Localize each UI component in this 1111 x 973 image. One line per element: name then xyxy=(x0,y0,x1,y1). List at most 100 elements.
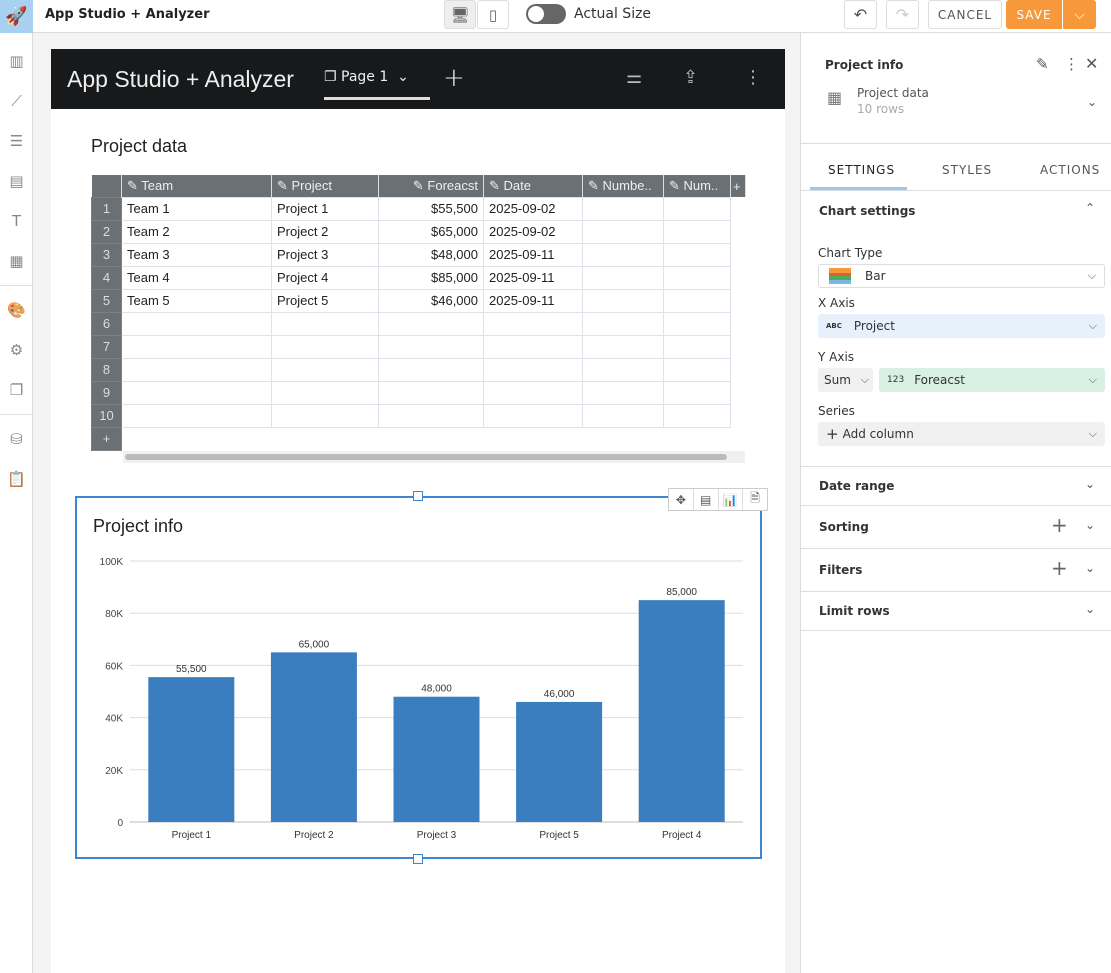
sorting-section[interactable]: Sorting xyxy=(819,520,869,534)
table-cell[interactable] xyxy=(378,380,484,405)
table-cell[interactable] xyxy=(582,242,664,267)
add-row-button[interactable]: + xyxy=(91,426,122,451)
data-source-name[interactable]: Project data xyxy=(857,86,929,100)
limit-rows-section[interactable]: Limit rows xyxy=(819,604,890,618)
undo-icon[interactable]: ↶ xyxy=(844,0,877,29)
table-cell[interactable] xyxy=(483,334,583,359)
close-icon[interactable]: ✕ xyxy=(1085,54,1099,73)
table-cell[interactable]: 2025-09-11 xyxy=(483,288,583,313)
table-cell[interactable] xyxy=(582,311,664,336)
table-cell[interactable] xyxy=(271,357,379,382)
table-cell[interactable] xyxy=(378,311,484,336)
copy-icon[interactable]: ❐ xyxy=(9,381,24,399)
table-cell[interactable] xyxy=(663,219,731,244)
report-icon[interactable]: 📋 xyxy=(7,470,26,488)
column-header[interactable]: ✎ Foreacst xyxy=(378,175,484,197)
table-cell[interactable]: 2025-09-02 xyxy=(483,196,583,221)
add-filter-icon[interactable]: + xyxy=(1051,556,1068,580)
table-cell[interactable] xyxy=(582,265,664,290)
table-cell[interactable]: Team 2 xyxy=(121,219,272,244)
table-cell[interactable] xyxy=(663,265,731,290)
redo-icon[interactable]: ↷ xyxy=(886,0,919,29)
table-cell[interactable]: Team 5 xyxy=(121,288,272,313)
chevron-down-icon[interactable]: ⌄ xyxy=(1085,477,1096,491)
gear-icon[interactable]: ⚙ xyxy=(9,341,24,359)
table-cell[interactable] xyxy=(121,357,272,382)
table-cell[interactable] xyxy=(582,403,664,428)
tab-styles[interactable]: STYLES xyxy=(942,163,993,177)
rocket-logo-icon[interactable]: 🚀 xyxy=(0,0,33,33)
table-cell[interactable]: Project 3 xyxy=(271,242,379,267)
column-header[interactable]: ✎ Date xyxy=(483,175,583,197)
y-axis-select[interactable]: 123 Foreacst ⌵ xyxy=(879,368,1105,392)
desktop-view-icon[interactable]: 🖥 xyxy=(444,0,476,29)
chart-settings-title[interactable]: Chart settings xyxy=(819,204,916,218)
table-cell[interactable]: Project 2 xyxy=(271,219,379,244)
table-cell[interactable]: $85,000 xyxy=(378,265,484,290)
database-icon[interactable]: ⛁ xyxy=(10,430,23,448)
table-cell[interactable] xyxy=(483,311,583,336)
table-cell[interactable]: 2025-09-02 xyxy=(483,219,583,244)
chevron-down-icon[interactable]: ⌄ xyxy=(1085,602,1096,616)
table-cell[interactable] xyxy=(483,380,583,405)
line-chart-icon[interactable]: ⟋ xyxy=(11,92,22,110)
table-cell[interactable] xyxy=(663,242,731,267)
table-cell[interactable]: $55,500 xyxy=(378,196,484,221)
add-page-icon[interactable]: + xyxy=(443,63,465,93)
mobile-view-icon[interactable]: ▯ xyxy=(477,0,509,29)
more-vert-icon[interactable]: ⋮ xyxy=(744,67,762,88)
x-axis-select[interactable]: ABC Project ⌵ xyxy=(818,314,1105,338)
filter-sliders-icon[interactable]: ☰ xyxy=(9,132,24,150)
document-icon[interactable]: 🗎 xyxy=(750,491,760,505)
column-header[interactable]: ✎ Numbe.. xyxy=(582,175,664,197)
save-button[interactable]: SAVE xyxy=(1006,0,1062,29)
column-header[interactable]: ✎ Project xyxy=(271,175,379,197)
filters-section[interactable]: Filters xyxy=(819,563,863,577)
chevron-down-icon[interactable]: ⌄ xyxy=(1085,561,1096,575)
bar-chart-icon[interactable]: ▤ xyxy=(9,172,24,190)
more-vert-icon[interactable]: ⋮ xyxy=(1064,55,1079,73)
aggregation-select[interactable]: Sum ⌵ xyxy=(818,368,873,392)
table-cell[interactable] xyxy=(582,380,664,405)
table-icon[interactable]: ▥ xyxy=(9,52,24,70)
table-cell[interactable] xyxy=(378,357,484,382)
chevron-up-icon[interactable]: ⌃ xyxy=(1085,201,1096,215)
table-cell[interactable] xyxy=(378,403,484,428)
table-cell[interactable] xyxy=(663,196,731,221)
table-cell[interactable] xyxy=(121,380,272,405)
actual-size-toggle[interactable] xyxy=(526,4,566,24)
table-cell[interactable] xyxy=(582,334,664,359)
table-cell[interactable] xyxy=(663,288,731,313)
table-cell[interactable]: Project 4 xyxy=(271,265,379,290)
table-cell[interactable] xyxy=(483,403,583,428)
table-cell[interactable] xyxy=(663,311,731,336)
date-range-section[interactable]: Date range xyxy=(819,479,895,493)
table-cell[interactable]: 2025-09-11 xyxy=(483,242,583,267)
table-cell[interactable] xyxy=(582,357,664,382)
text-icon[interactable]: T xyxy=(11,212,22,230)
scrollbar-thumb[interactable] xyxy=(125,454,727,460)
table-cell[interactable]: Team 3 xyxy=(121,242,272,267)
chart-type-select[interactable]: Bar ⌵ xyxy=(818,264,1105,288)
tab-page-1[interactable]: ❐ Page 1 ⌄ xyxy=(324,69,409,85)
table-cell[interactable] xyxy=(271,334,379,359)
table-cell[interactable] xyxy=(582,288,664,313)
table-cell[interactable] xyxy=(271,311,379,336)
table-cell[interactable] xyxy=(663,357,731,382)
table-cell[interactable]: Project 5 xyxy=(271,288,379,313)
edit-data-icon[interactable]: ▤ xyxy=(694,489,719,510)
table-cell[interactable]: 2025-09-11 xyxy=(483,265,583,290)
column-header[interactable]: ✎ Team xyxy=(121,175,272,197)
table-cell[interactable]: $46,000 xyxy=(378,288,484,313)
tab-settings[interactable]: SETTINGS xyxy=(828,163,896,177)
sliders-icon[interactable]: ⚌ xyxy=(626,67,643,88)
chevron-down-icon[interactable]: ⌄ xyxy=(1087,95,1098,109)
table-cell[interactable]: Team 4 xyxy=(121,265,272,290)
table-cell[interactable] xyxy=(582,219,664,244)
resize-handle-bottom[interactable] xyxy=(413,854,423,864)
table-cell[interactable]: Team 1 xyxy=(121,196,272,221)
table-cell[interactable]: $48,000 xyxy=(378,242,484,267)
table-cell[interactable] xyxy=(663,380,731,405)
column-header[interactable]: ✎ Num.. xyxy=(663,175,731,197)
resize-handle-top[interactable] xyxy=(413,491,423,501)
